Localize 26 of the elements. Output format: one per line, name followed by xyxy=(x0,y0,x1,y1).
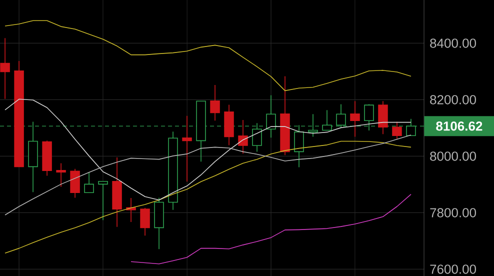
candlestick xyxy=(308,114,318,138)
candlestick xyxy=(70,168,80,198)
candlestick xyxy=(98,180,108,220)
ref-line-label: 8106.62 xyxy=(436,121,482,131)
candlestick xyxy=(140,208,150,236)
candlestick xyxy=(266,94,276,138)
candlestick xyxy=(406,118,416,136)
y-tick-label: 8200.00 xyxy=(430,95,476,104)
candlestick xyxy=(252,122,262,152)
y-tick-label: 8000.00 xyxy=(430,152,476,161)
candlestick xyxy=(238,120,248,154)
candlestick xyxy=(378,100,388,135)
candlestick xyxy=(210,84,220,122)
candlestick xyxy=(392,121,402,140)
candlestick xyxy=(84,172,94,194)
candlestick xyxy=(56,162,66,188)
y-tick-label: 7600.00 xyxy=(430,264,476,274)
candlestick xyxy=(294,124,304,168)
candlestick xyxy=(182,115,192,182)
candlestick xyxy=(350,100,360,138)
y-tick-label: 7800.00 xyxy=(430,208,476,218)
candlestick xyxy=(0,38,10,100)
candlestick xyxy=(364,104,374,131)
candlestick xyxy=(336,104,346,128)
y-tick-label: 8400.00 xyxy=(430,38,476,48)
candlestick xyxy=(322,110,332,131)
